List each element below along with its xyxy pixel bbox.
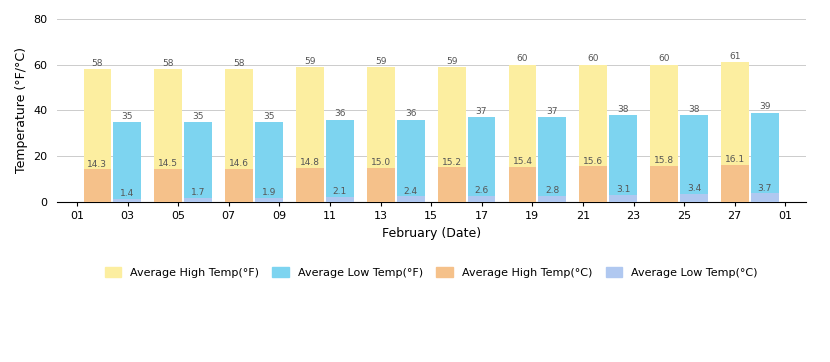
Bar <box>255 198 283 202</box>
Text: 58: 58 <box>163 59 174 68</box>
Bar <box>184 198 212 202</box>
Bar <box>154 169 183 202</box>
Bar <box>751 113 779 202</box>
Bar <box>397 119 425 202</box>
Bar <box>680 115 708 202</box>
Text: 15.0: 15.0 <box>371 158 391 167</box>
Text: 2.1: 2.1 <box>333 188 347 197</box>
Bar <box>84 169 111 202</box>
Bar <box>467 196 496 202</box>
Bar <box>509 65 536 202</box>
Text: 37: 37 <box>476 107 487 116</box>
Text: 15.8: 15.8 <box>654 156 674 165</box>
Text: 59: 59 <box>375 57 387 66</box>
Legend: Average High Temp(°F), Average Low Temp(°F), Average High Temp(°C), Average Low : Average High Temp(°F), Average Low Temp(… <box>100 262 762 282</box>
Bar <box>579 166 608 202</box>
Bar <box>751 194 779 202</box>
Text: 15.6: 15.6 <box>583 157 603 165</box>
Text: 1.7: 1.7 <box>191 188 205 197</box>
Bar <box>84 69 111 202</box>
Bar <box>326 119 354 202</box>
Y-axis label: Temperature (°F/°C): Temperature (°F/°C) <box>15 47 28 173</box>
Bar <box>255 122 283 202</box>
Bar <box>296 67 324 202</box>
Text: 1.4: 1.4 <box>120 189 134 198</box>
Text: 58: 58 <box>91 59 103 68</box>
Bar <box>367 168 395 202</box>
Bar <box>680 194 708 202</box>
Bar <box>397 197 425 202</box>
Bar <box>184 122 212 202</box>
Text: 39: 39 <box>759 102 770 111</box>
Text: 2.6: 2.6 <box>475 186 489 195</box>
Text: 61: 61 <box>730 52 740 61</box>
Bar <box>225 69 253 202</box>
Bar <box>721 63 749 202</box>
Text: 14.3: 14.3 <box>87 160 107 169</box>
Bar <box>437 67 466 202</box>
Bar <box>225 169 253 202</box>
Bar <box>650 65 678 202</box>
Text: 2.8: 2.8 <box>545 186 559 195</box>
Text: 14.5: 14.5 <box>159 159 178 168</box>
Bar <box>367 67 395 202</box>
Bar <box>579 65 608 202</box>
X-axis label: February (Date): February (Date) <box>382 227 481 240</box>
Text: 3.4: 3.4 <box>687 185 701 194</box>
Bar <box>609 115 637 202</box>
Text: 60: 60 <box>517 54 528 63</box>
Text: 35: 35 <box>193 111 204 121</box>
Bar <box>114 122 141 202</box>
Text: 15.4: 15.4 <box>512 157 533 166</box>
Bar <box>509 167 536 202</box>
Bar <box>467 117 496 202</box>
Bar <box>437 167 466 202</box>
Text: 37: 37 <box>547 107 558 116</box>
Text: 1.9: 1.9 <box>261 188 276 197</box>
Bar <box>539 195 566 202</box>
Text: 60: 60 <box>588 54 599 63</box>
Text: 36: 36 <box>334 109 345 118</box>
Text: 59: 59 <box>305 57 315 66</box>
Text: 35: 35 <box>121 111 133 121</box>
Text: 15.2: 15.2 <box>442 157 461 167</box>
Text: 59: 59 <box>446 57 457 66</box>
Text: 14.8: 14.8 <box>300 159 320 167</box>
Text: 16.1: 16.1 <box>725 155 745 164</box>
Text: 14.6: 14.6 <box>229 159 249 168</box>
Text: 3.1: 3.1 <box>616 185 630 194</box>
Text: 35: 35 <box>263 111 275 121</box>
Bar <box>609 195 637 202</box>
Text: 58: 58 <box>233 59 245 68</box>
Text: 3.7: 3.7 <box>758 184 772 193</box>
Bar <box>154 69 183 202</box>
Bar <box>326 197 354 202</box>
Bar <box>539 117 566 202</box>
Bar <box>650 166 678 202</box>
Text: 2.4: 2.4 <box>403 187 417 196</box>
Text: 60: 60 <box>658 54 670 63</box>
Text: 38: 38 <box>688 105 700 114</box>
Bar <box>114 199 141 202</box>
Bar <box>721 165 749 202</box>
Bar <box>296 168 324 202</box>
Text: 38: 38 <box>618 105 629 114</box>
Text: 36: 36 <box>405 109 417 118</box>
